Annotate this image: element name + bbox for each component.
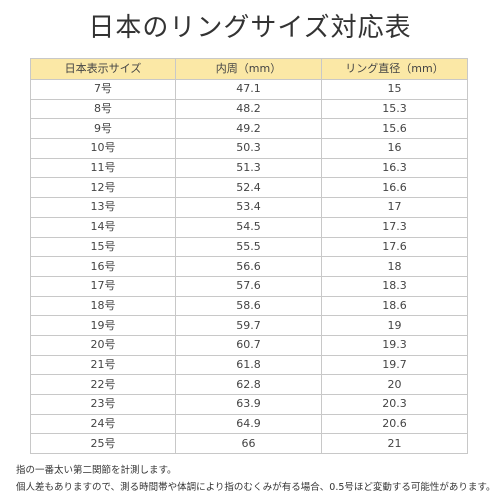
table-row: 16号 56.6 18 <box>30 256 468 277</box>
cell-inner-circumference: 64.9 <box>175 413 322 435</box>
table-row: 23号 63.9 20.3 <box>30 394 468 415</box>
cell-ring-diameter: 19.3 <box>321 334 468 356</box>
cell-japan-size: 7号 <box>30 79 176 100</box>
cell-japan-size: 8号 <box>30 98 176 120</box>
cell-inner-circumference: 66 <box>175 433 322 455</box>
cell-inner-circumference: 60.7 <box>175 334 322 356</box>
cell-inner-circumference: 52.4 <box>175 177 322 199</box>
table-row: 12号 52.4 16.6 <box>30 177 468 199</box>
cell-ring-diameter: 19 <box>321 315 468 336</box>
table-row: 8号 48.2 15.3 <box>30 98 468 120</box>
cell-ring-diameter: 20 <box>321 374 468 395</box>
cell-japan-size: 12号 <box>30 177 176 199</box>
cell-inner-circumference: 50.3 <box>175 138 322 159</box>
table-row: 14号 54.5 17.3 <box>30 216 468 238</box>
cell-inner-circumference: 53.4 <box>175 197 322 218</box>
cell-ring-diameter: 15.3 <box>321 98 468 120</box>
note-measure-joint: 指の一番太い第二関節を計測します。 <box>16 465 177 476</box>
table-row: 10号 50.3 16 <box>30 138 468 159</box>
cell-japan-size: 19号 <box>30 315 176 336</box>
cell-ring-diameter: 18.6 <box>321 295 468 317</box>
cell-inner-circumference: 62.8 <box>175 374 322 395</box>
notes: 指の一番太い第二関節を計測します。 個人差もありますので、測る時間帯や体調により… <box>16 462 496 496</box>
cell-japan-size: 20号 <box>30 334 176 356</box>
cell-japan-size: 16号 <box>30 256 176 277</box>
table-row: 20号 60.7 19.3 <box>30 334 468 356</box>
cell-ring-diameter: 17.3 <box>321 216 468 238</box>
cell-japan-size: 9号 <box>30 118 176 140</box>
cell-inner-circumference: 57.6 <box>175 275 322 297</box>
cell-inner-circumference: 47.1 <box>175 79 322 100</box>
table-row: 7号 47.1 15 <box>30 79 468 100</box>
cell-japan-size: 24号 <box>30 413 176 435</box>
cell-inner-circumference: 48.2 <box>175 98 322 120</box>
cell-ring-diameter: 15 <box>321 79 468 100</box>
ring-size-table: 日本表示サイズ 内周（mm） リング直径（mm） 7号 47.1 15 8号 48.2 1… <box>30 58 468 455</box>
table-row: 18号 58.6 18.6 <box>30 295 468 317</box>
table-row: 9号 49.2 15.6 <box>30 118 468 140</box>
cell-japan-size: 17号 <box>30 275 176 297</box>
cell-inner-circumference: 55.5 <box>175 236 322 258</box>
table-row: 19号 59.7 19 <box>30 315 468 336</box>
cell-ring-diameter: 17.6 <box>321 236 468 258</box>
note-size-variation: 個人差もありますので、測る時間帯や体調により指のむくみが有る場合、0.5号ほど変… <box>16 482 496 493</box>
table-row: 11号 51.3 16.3 <box>30 157 468 179</box>
cell-ring-diameter: 19.7 <box>321 354 468 376</box>
cell-ring-diameter: 18 <box>321 256 468 277</box>
table-row: 24号 64.9 20.6 <box>30 413 468 435</box>
cell-ring-diameter: 16.3 <box>321 157 468 179</box>
table-row: 15号 55.5 17.6 <box>30 236 468 258</box>
cell-inner-circumference: 49.2 <box>175 118 322 140</box>
cell-japan-size: 15号 <box>30 236 176 258</box>
cell-japan-size: 11号 <box>30 157 176 179</box>
cell-ring-diameter: 15.6 <box>321 118 468 140</box>
cell-japan-size: 13号 <box>30 197 176 218</box>
table-row: 21号 61.8 19.7 <box>30 354 468 376</box>
column-header-ring-diameter: リング直径（mm） <box>321 58 468 80</box>
cell-ring-diameter: 16 <box>321 138 468 159</box>
cell-japan-size: 21号 <box>30 354 176 376</box>
table-row: 22号 62.8 20 <box>30 374 468 395</box>
cell-inner-circumference: 61.8 <box>175 354 322 376</box>
cell-inner-circumference: 54.5 <box>175 216 322 238</box>
cell-japan-size: 25号 <box>30 433 176 455</box>
cell-ring-diameter: 18.3 <box>321 275 468 297</box>
cell-inner-circumference: 63.9 <box>175 394 322 415</box>
cell-japan-size: 18号 <box>30 295 176 317</box>
cell-ring-diameter: 20.6 <box>321 413 468 435</box>
cell-inner-circumference: 59.7 <box>175 315 322 336</box>
table-row: 17号 57.6 18.3 <box>30 275 468 297</box>
cell-ring-diameter: 21 <box>321 433 468 455</box>
cell-inner-circumference: 58.6 <box>175 295 322 317</box>
cell-inner-circumference: 56.6 <box>175 256 322 277</box>
cell-japan-size: 23号 <box>30 394 176 415</box>
cell-ring-diameter: 20.3 <box>321 394 468 415</box>
cell-inner-circumference: 51.3 <box>175 157 322 179</box>
table-row: 25号 66 21 <box>30 433 468 455</box>
table-row: 13号 53.4 17 <box>30 197 468 218</box>
page-title: 日本のリングサイズ対応表 <box>88 13 412 43</box>
column-header-japan-size: 日本表示サイズ <box>30 58 176 80</box>
column-header-inner-circumference: 内周（mm） <box>175 58 322 80</box>
table-body: 7号 47.1 15 8号 48.2 15.3 9号 49.2 15.6 10号 50.3 16 11号… <box>30 79 468 455</box>
cell-ring-diameter: 17 <box>321 197 468 218</box>
cell-japan-size: 22号 <box>30 374 176 395</box>
table-header-row: 日本表示サイズ 内周（mm） リング直径（mm） <box>30 58 468 80</box>
cell-ring-diameter: 16.6 <box>321 177 468 199</box>
cell-japan-size: 14号 <box>30 216 176 238</box>
cell-japan-size: 10号 <box>30 138 176 159</box>
